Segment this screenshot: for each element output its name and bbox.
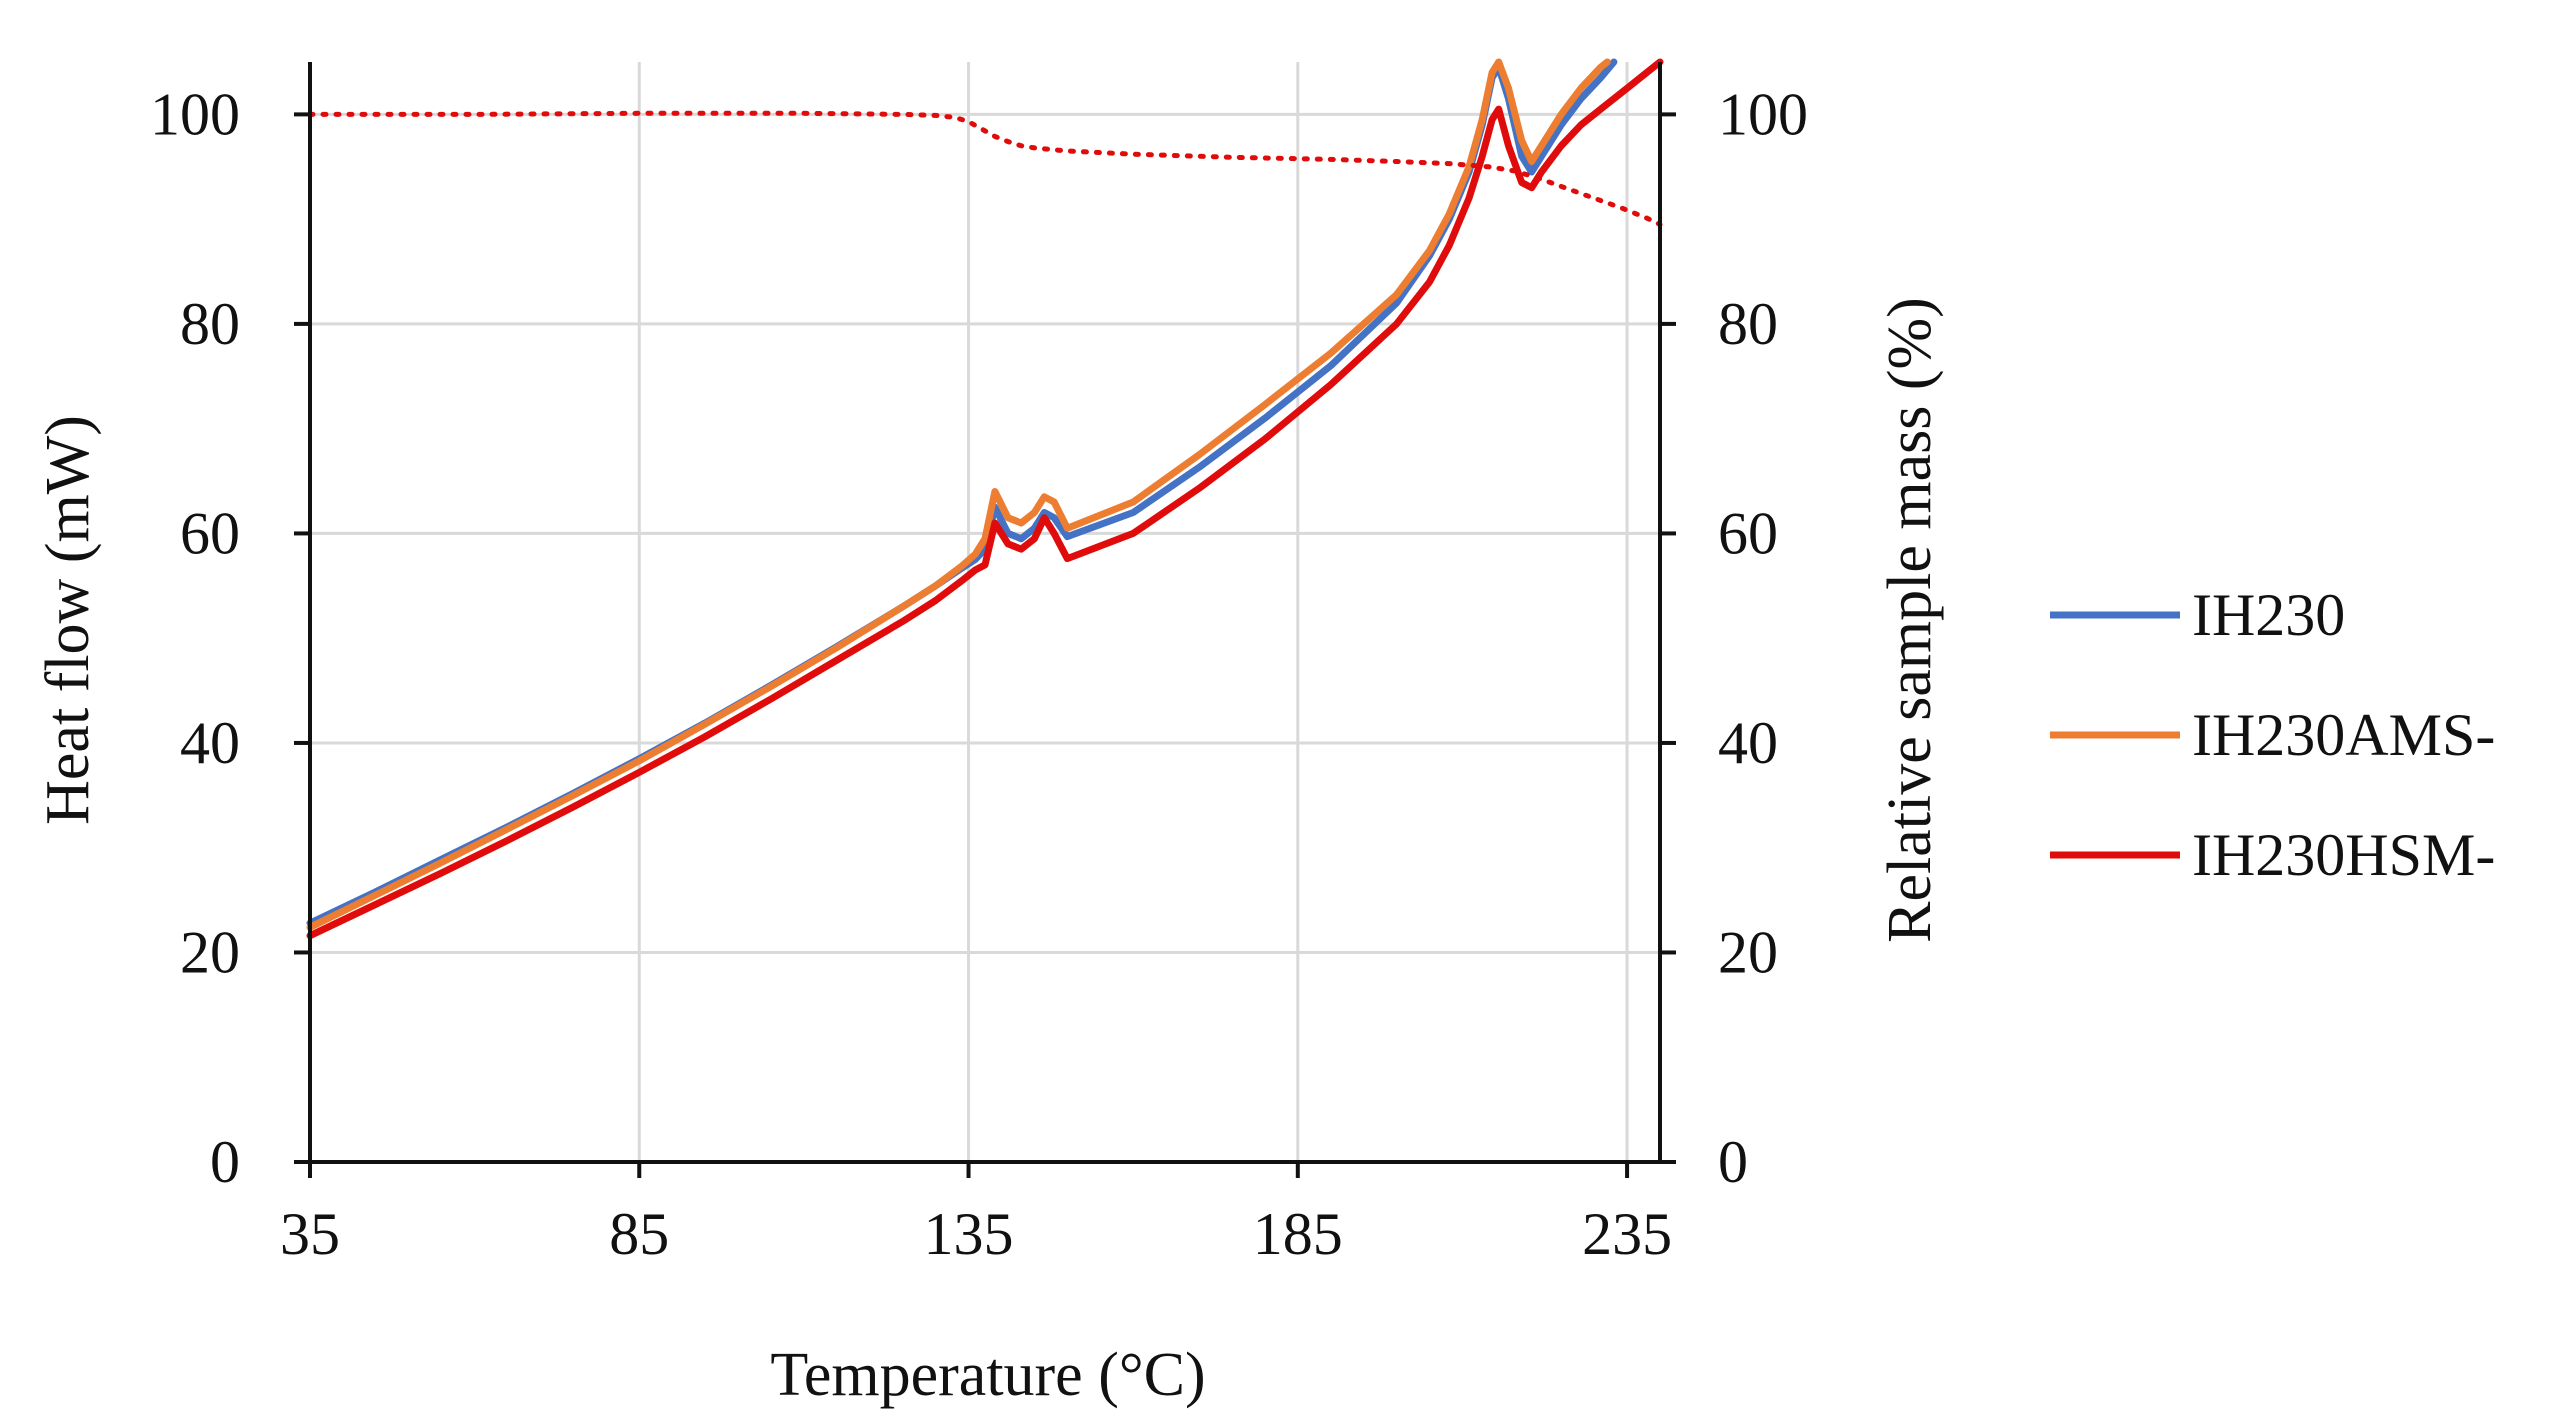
- y2-tick-label: 80: [1718, 291, 1778, 357]
- x-axis-title: Temperature (°C): [770, 1341, 1205, 1409]
- y-tick-label: 60: [180, 500, 240, 566]
- y-tick-label: 80: [180, 291, 240, 357]
- y2-tick-label: 0: [1718, 1129, 1748, 1195]
- series-line-ih230: [306, 58, 1618, 927]
- series-line-ih230hsm: [306, 58, 1664, 940]
- axes: 35 85 135 185 235 0 20 40 60 80 100 0 20 40 60 80 100: [150, 62, 1808, 1267]
- x-tick-label: 185: [1253, 1201, 1343, 1267]
- x-tick-label: 85: [609, 1201, 669, 1267]
- y2-tick-label: 20: [1718, 919, 1778, 985]
- y2-tick-label: 60: [1718, 500, 1778, 566]
- y-tick-label: 0: [210, 1129, 240, 1195]
- x-tick-label: 35: [280, 1201, 340, 1267]
- y2-tick-label: 100: [1718, 81, 1808, 147]
- y-axis-title: Heat flow (mW): [34, 415, 102, 825]
- legend-label-ih230: IH230: [2192, 582, 2345, 648]
- series-line-ih230hsm-mass: [307, 110, 1663, 227]
- y-tick-label: 40: [180, 710, 240, 776]
- legend: IH230 IH230AMS- IH230HSM-: [2050, 582, 2495, 888]
- series-line-ih230ams: [306, 58, 1611, 931]
- y-tick-label: 20: [180, 919, 240, 985]
- legend-label-ih230hsm: IH230HSM-: [2192, 822, 2495, 888]
- legend-label-ih230ams: IH230AMS-: [2192, 702, 2495, 768]
- x-tick-label: 135: [924, 1201, 1014, 1267]
- y-tick-label: 100: [150, 81, 240, 147]
- y2-axis-title: Relative sample mass (%): [1876, 297, 1944, 943]
- x-tick-label: 235: [1582, 1201, 1672, 1267]
- series-group: [306, 58, 1664, 940]
- y2-tick-label: 40: [1718, 710, 1778, 776]
